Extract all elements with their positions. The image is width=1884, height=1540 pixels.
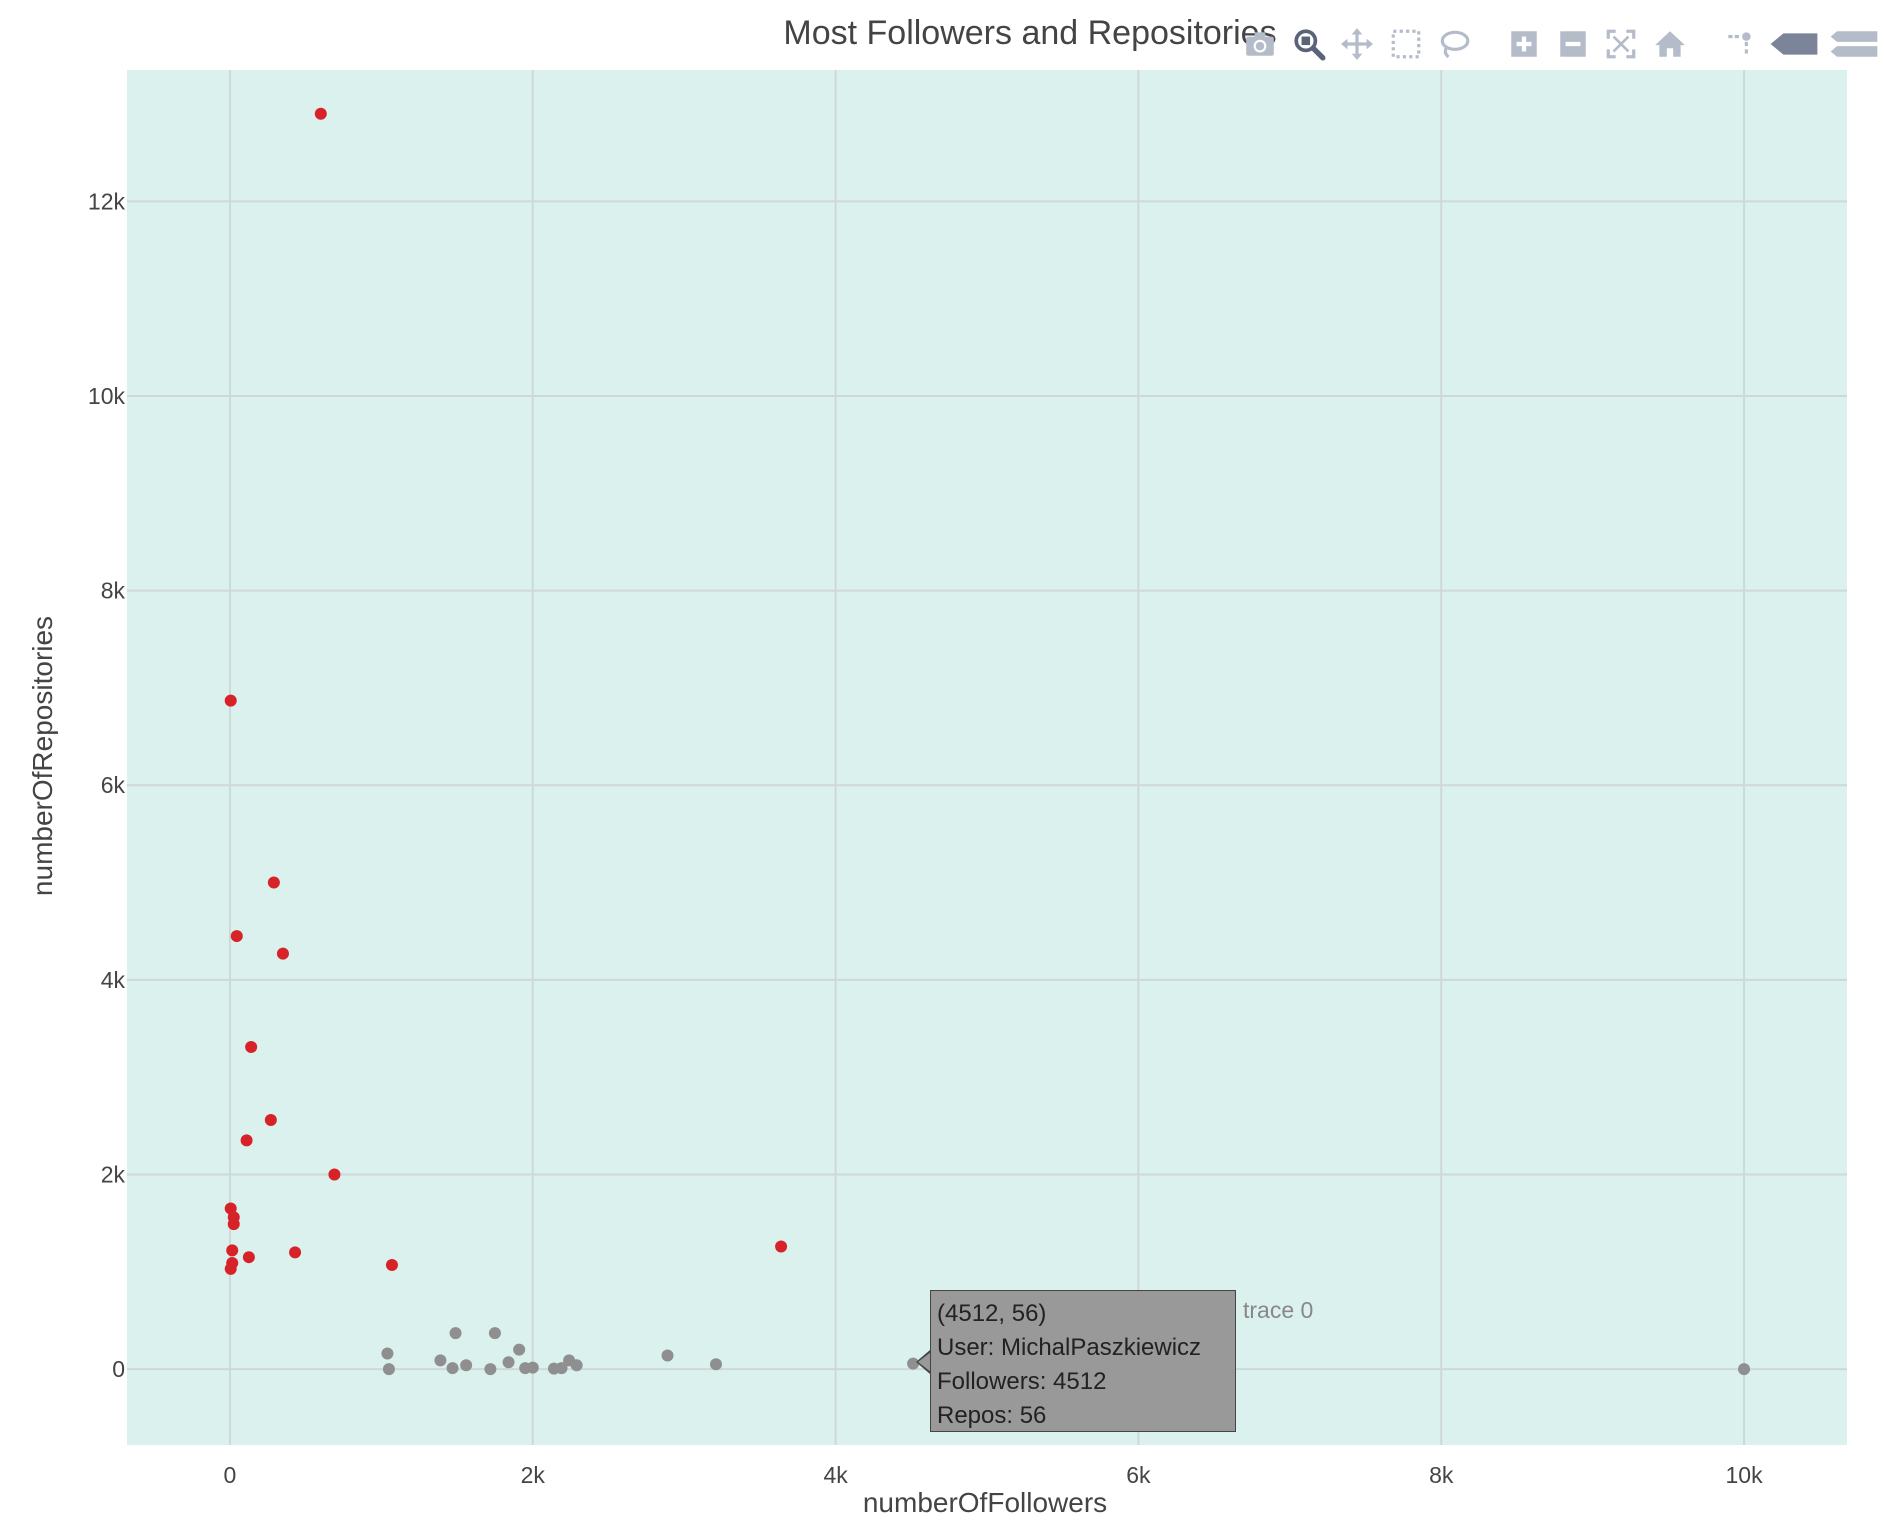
hover-compare-icon [1830, 31, 1878, 57]
red-data-point[interactable] [227, 1218, 240, 1231]
zoom-in-icon [1511, 31, 1537, 57]
spike-lines-icon [1727, 32, 1751, 54]
gray-data-point[interactable] [484, 1363, 497, 1376]
red-data-point[interactable] [264, 1113, 277, 1126]
gray-data-point[interactable] [434, 1354, 447, 1367]
red-data-point[interactable] [230, 930, 243, 943]
zoom-icon [1294, 29, 1326, 61]
red-data-point[interactable] [775, 1240, 788, 1253]
red-data-point[interactable] [226, 1244, 239, 1257]
red-data-point[interactable] [224, 694, 237, 707]
gray-data-point[interactable] [502, 1356, 515, 1369]
tooltip-coords: (4512, 56) [937, 1300, 1047, 1327]
hover-tooltip: (4512, 56) User: MichalPaszkiewicz Follo… [930, 1290, 1236, 1432]
gray-data-point[interactable] [382, 1363, 395, 1376]
red-data-point[interactable] [224, 1262, 237, 1275]
red-data-point[interactable] [314, 107, 327, 120]
gray-data-point[interactable] [488, 1327, 501, 1340]
gray-data-point[interactable] [513, 1343, 526, 1356]
y-tick-label: 10k [88, 383, 126, 409]
gray-data-point[interactable] [709, 1358, 722, 1371]
gray-data-point[interactable] [555, 1362, 568, 1375]
gray-data-point[interactable] [460, 1359, 473, 1372]
camera-icon [1246, 32, 1275, 56]
autoscale-button[interactable] [1601, 23, 1641, 65]
gray-data-point[interactable] [446, 1362, 459, 1375]
hover-closest-button[interactable] [1768, 23, 1820, 65]
gray-data-point[interactable] [449, 1327, 462, 1340]
tick-labels: 0 2k 4k 6k 8k 10k 0 2k 4k 6k 8k 10k 12k [88, 188, 1763, 1488]
zoom-button[interactable] [1288, 23, 1328, 65]
gray-data-point[interactable] [570, 1359, 583, 1372]
zoom-out-button[interactable] [1552, 23, 1592, 65]
tooltip-repos: Repos: 56 [937, 1402, 1047, 1429]
hover-trace-label: trace 0 [1243, 1297, 1313, 1323]
x-tick-label: 10k [1725, 1462, 1763, 1488]
red-data-point[interactable] [242, 1251, 255, 1264]
red-data-point[interactable] [289, 1246, 302, 1259]
pan-button[interactable] [1337, 23, 1377, 65]
reset-axes-button[interactable] [1649, 23, 1689, 65]
hover-tooltip-pointer-fill [918, 1352, 931, 1372]
tooltip-user: User: MichalPaszkiewicz [937, 1334, 1202, 1361]
x-tick-label: 0 [224, 1462, 237, 1488]
red-data-point[interactable] [385, 1258, 398, 1271]
y-tick-label: 12k [88, 188, 126, 214]
x-tick-label: 8k [1429, 1462, 1454, 1488]
x-axis-title: numberOfFollowers [863, 1487, 1107, 1518]
red-data-point[interactable] [267, 876, 280, 889]
gray-data-point[interactable] [661, 1349, 674, 1362]
y-tick-label: 6k [101, 772, 126, 798]
zoom-out-icon [1559, 31, 1586, 57]
chart-title: Most Followers and Repositories [783, 14, 1276, 52]
pan-icon [1341, 28, 1374, 60]
gray-data-point[interactable] [1738, 1363, 1751, 1376]
spike-lines-button[interactable] [1719, 23, 1759, 65]
box-select-button[interactable] [1385, 23, 1425, 65]
y-tick-label: 4k [101, 967, 126, 993]
zoom-in-button[interactable] [1504, 23, 1544, 65]
y-tick-label: 0 [112, 1356, 125, 1382]
hover-compare-button[interactable] [1828, 23, 1880, 65]
lasso-button[interactable] [1434, 23, 1474, 65]
data-points [224, 107, 1751, 1376]
lasso-icon [1440, 30, 1470, 59]
y-tick-label: 2k [101, 1161, 126, 1187]
autoscale-icon [1606, 29, 1636, 59]
grid-lines [127, 70, 1847, 1445]
y-tick-label: 8k [101, 578, 126, 604]
red-data-point[interactable] [328, 1168, 341, 1181]
camera-button[interactable] [1240, 23, 1280, 65]
red-data-point[interactable] [245, 1040, 258, 1053]
red-data-point[interactable] [240, 1134, 253, 1147]
y-axis-title: numberOfRepositories [27, 616, 58, 896]
tooltip-followers: Followers: 4512 [937, 1368, 1107, 1395]
gray-data-point[interactable] [526, 1361, 539, 1374]
x-tick-label: 4k [823, 1462, 848, 1488]
x-tick-label: 6k [1126, 1462, 1151, 1488]
red-data-point[interactable] [276, 947, 289, 960]
box-select-icon [1391, 29, 1421, 59]
modebar [1240, 20, 1880, 68]
reset-axes-icon [1654, 31, 1685, 57]
gray-data-point[interactable] [381, 1347, 394, 1360]
x-tick-label: 2k [521, 1462, 546, 1488]
plot-area [127, 70, 1847, 1445]
hover-closest-icon [1770, 33, 1818, 55]
